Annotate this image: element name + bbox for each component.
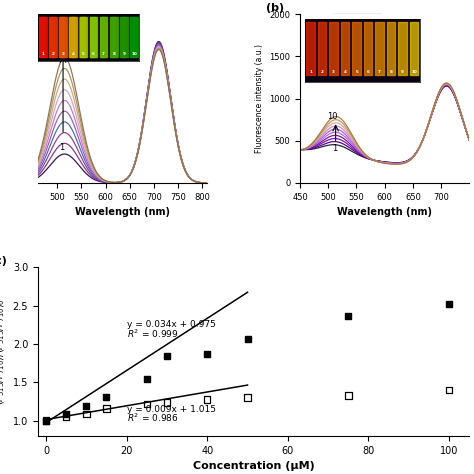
- Point: [203, 350, 211, 358]
- Point: [203, 395, 211, 403]
- Point: [63, 410, 70, 418]
- X-axis label: Wavelength (nm): Wavelength (nm): [75, 207, 170, 217]
- Point: [103, 393, 110, 401]
- Point: [163, 399, 171, 406]
- Point: [345, 392, 352, 399]
- Text: 1: 1: [59, 143, 65, 152]
- Text: $R^2$ = 0.999: $R^2$ = 0.999: [127, 328, 178, 340]
- Text: $R^2$ = 0.986: $R^2$ = 0.986: [127, 412, 178, 424]
- Point: [244, 394, 251, 401]
- Text: (b): (b): [266, 3, 284, 13]
- Point: [63, 413, 70, 421]
- Point: [244, 335, 251, 342]
- Y-axis label: Fluorescence intensity (a.u.): Fluorescence intensity (a.u.): [255, 44, 264, 153]
- Point: [103, 405, 110, 412]
- X-axis label: Wavelength (nm): Wavelength (nm): [337, 207, 432, 217]
- Point: [82, 410, 90, 418]
- Text: 10: 10: [328, 111, 338, 120]
- Point: [345, 312, 352, 319]
- Point: [445, 301, 453, 308]
- Point: [42, 417, 50, 425]
- Text: 1: 1: [332, 144, 337, 153]
- Text: (c): (c): [0, 256, 8, 266]
- Point: [163, 353, 171, 360]
- Point: [445, 386, 453, 394]
- Legend: 1—0 μM, 2—5 μM, 3—10 μM, 4—15 μM, 5—25 μM, 6—30 μM, 7—40 μM, 8—50 μM, 9—75 μM, 1: 1—0 μM, 2—5 μM, 3—10 μM, 4—15 μM, 5—25 μ…: [331, 14, 382, 79]
- Point: [42, 417, 50, 425]
- X-axis label: Concentration (μM): Concentration (μM): [193, 461, 314, 471]
- Point: [143, 375, 151, 383]
- Y-axis label: $(F_{515}/F_{710})/(F_{515}/F_{710})_0$: $(F_{515}/F_{710})/(F_{515}/F_{710})_0$: [0, 298, 7, 405]
- Text: 10: 10: [55, 39, 66, 48]
- Point: [82, 402, 90, 410]
- Point: [143, 400, 151, 408]
- Text: y = 0.009x + 1.015: y = 0.009x + 1.015: [127, 404, 216, 413]
- Text: y = 0.034x + 0.975: y = 0.034x + 0.975: [127, 320, 216, 329]
